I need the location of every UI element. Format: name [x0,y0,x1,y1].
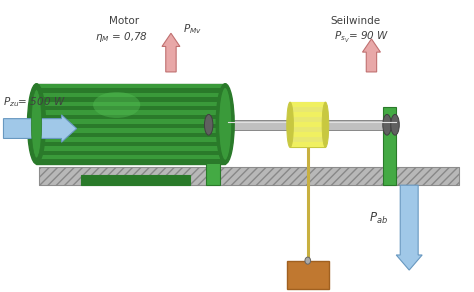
Bar [206,107,219,185]
Bar [36,146,225,151]
Bar [36,159,225,164]
Ellipse shape [383,114,391,135]
Text: $P_{Mv}$: $P_{Mv}$ [183,22,201,36]
Bar [36,102,225,106]
Ellipse shape [27,84,46,164]
Text: $\eta_M$ = 0,78: $\eta_M$ = 0,78 [95,30,148,44]
Text: $P_{ab}$: $P_{ab}$ [369,211,388,226]
Bar [36,119,225,124]
Bar [39,167,459,185]
Bar [36,97,225,102]
Bar [290,127,326,132]
Ellipse shape [322,102,329,147]
Ellipse shape [391,114,399,135]
Bar [290,107,326,112]
Bar [36,110,225,115]
Bar [290,137,326,142]
Ellipse shape [305,257,310,264]
Bar [36,84,225,164]
Ellipse shape [219,87,232,160]
Bar [36,133,225,137]
Bar [39,167,459,185]
Bar [36,106,225,110]
Bar [82,175,190,185]
Text: Seilwinde: Seilwinde [330,16,380,27]
Bar [36,151,225,155]
Bar [36,142,225,146]
Bar [290,142,326,147]
Bar [290,102,326,107]
Bar [290,102,326,147]
Bar [36,155,225,159]
FancyArrow shape [3,115,77,142]
Bar [290,132,326,137]
Ellipse shape [204,114,213,135]
Ellipse shape [216,84,234,164]
FancyArrow shape [363,39,381,72]
Bar [290,117,326,122]
Bar [36,137,225,142]
Text: $P_{s_V}$= 90 W: $P_{s_V}$= 90 W [334,30,389,45]
Bar [290,122,326,127]
Bar [290,112,326,117]
FancyArrow shape [396,185,422,270]
Bar [228,120,396,130]
Bar [36,124,225,128]
Ellipse shape [31,90,42,158]
Bar [36,93,225,97]
Text: $P_{zu}$= 500 W: $P_{zu}$= 500 W [3,96,66,110]
FancyArrow shape [162,33,180,72]
Ellipse shape [93,92,140,118]
Bar [36,115,225,119]
Bar [383,107,396,185]
Bar [287,261,329,289]
Bar [36,128,225,133]
Ellipse shape [287,102,293,147]
Text: Motor: Motor [109,16,139,27]
Bar [36,84,225,88]
Bar [36,88,225,93]
